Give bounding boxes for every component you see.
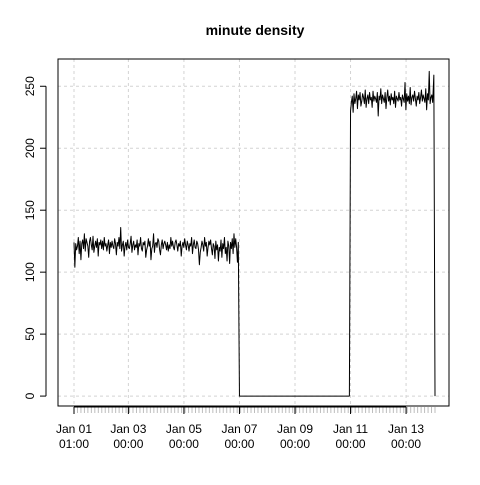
minor-ticks (73, 407, 436, 413)
x-tick-label-time: 00:00 (336, 437, 366, 451)
series-lines (73, 70, 436, 397)
x-tick-label-date: Jan 01 (56, 422, 92, 436)
x-tick-label-time: 00:00 (280, 437, 310, 451)
y-tick-label: 250 (23, 76, 37, 96)
series-line (73, 70, 436, 397)
chart-title: minute density (206, 22, 305, 38)
y-tick-label: 200 (23, 138, 37, 158)
x-tick-label-date: Jan 11 (333, 422, 368, 436)
x-tick-label-date: Jan 09 (277, 422, 313, 436)
x-tick-label-date: Jan 13 (388, 422, 424, 436)
x-tick-label-date: Jan 05 (166, 422, 202, 436)
y-tick-label: 100 (23, 262, 37, 282)
x-tick-label-time: 00:00 (113, 437, 143, 451)
x-tick-label-time: 00:00 (224, 437, 254, 451)
x-tick-label-time: 00:00 (391, 437, 421, 451)
x-tick-label-date: Jan 03 (110, 422, 146, 436)
x-tick-label-time: 00:00 (169, 437, 199, 451)
x-tick-label-date: Jan 07 (221, 422, 257, 436)
x-tick-label-time: 01:00 (59, 437, 89, 451)
y-tick-label: 50 (23, 327, 37, 341)
y-tick-label: 0 (23, 392, 37, 399)
plot-frame (57, 58, 450, 407)
y-tick-label: 150 (23, 200, 37, 220)
